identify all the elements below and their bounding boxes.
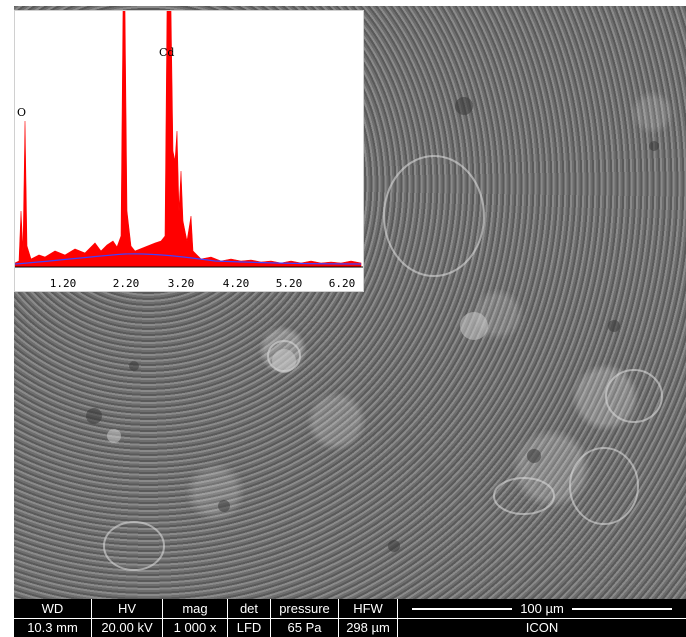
- eds-spectrum-inset: 1.20 2.20 3.20 4.20 5.20 6.20 O Cd: [14, 10, 364, 292]
- eds-spectrum-plot: 1.20 2.20 3.20 4.20 5.20 6.20 O Cd: [15, 11, 363, 290]
- scale-bar-line: [412, 607, 513, 610]
- eds-tick-label: 2.20: [113, 277, 140, 290]
- info-value: 10.3 mm: [14, 618, 91, 636]
- eds-tick-label: 6.20: [329, 277, 356, 290]
- instrument-label: ICON: [398, 618, 686, 636]
- info-label: det: [239, 601, 259, 616]
- eds-background-curve: [15, 253, 362, 265]
- info-cell-scale-bar: 100 µm ICON: [398, 599, 686, 637]
- eds-spectrum-trace: [15, 11, 362, 268]
- info-value: 1 000 x: [163, 618, 227, 636]
- scale-bar-line: [571, 607, 672, 610]
- info-cell-hfw: HFW 298 µm: [339, 599, 398, 637]
- eds-peak-label-cd: Cd: [159, 46, 174, 59]
- info-label: mag: [182, 601, 208, 616]
- info-value: 20.00 kV: [92, 618, 162, 636]
- eds-tick-label: 4.20: [223, 277, 250, 290]
- info-label: HV: [117, 601, 137, 616]
- info-label: pressure: [279, 601, 330, 616]
- info-cell-mag: mag 1 000 x: [163, 599, 228, 637]
- info-label: WD: [41, 601, 64, 616]
- info-label: HFW: [353, 601, 383, 616]
- scale-bar-label: 100 µm: [520, 601, 564, 616]
- sem-info-bar: WD 10.3 mm HV 20.00 kV mag 1 000 x det L…: [14, 599, 686, 637]
- info-cell-wd: WD 10.3 mm: [14, 599, 92, 637]
- info-value: 298 µm: [339, 618, 397, 636]
- scale-bar: 100 µm: [398, 600, 686, 617]
- info-cell-hv: HV 20.00 kV: [92, 599, 163, 637]
- eds-x-tick-labels: 1.20 2.20 3.20 4.20 5.20 6.20: [50, 277, 356, 290]
- info-cell-pressure: pressure 65 Pa: [271, 599, 339, 637]
- micrograph-texture: [86, 97, 663, 571]
- eds-tick-label: 3.20: [168, 277, 195, 290]
- info-value: 65 Pa: [271, 618, 338, 636]
- eds-tick-label: 5.20: [276, 277, 303, 290]
- eds-peak-label-o: O: [17, 106, 26, 119]
- info-cell-det: det LFD: [228, 599, 271, 637]
- eds-tick-label: 1.20: [50, 277, 77, 290]
- info-value: LFD: [228, 618, 270, 636]
